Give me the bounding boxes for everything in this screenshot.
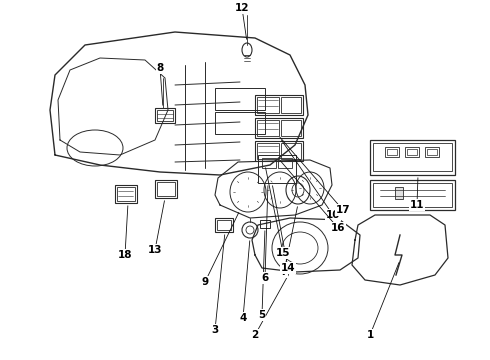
- Text: 16: 16: [331, 223, 345, 233]
- Text: 5: 5: [258, 310, 266, 320]
- Bar: [255, 95, 303, 115]
- Bar: [407, 149, 417, 155]
- Bar: [281, 143, 301, 159]
- Bar: [155, 108, 175, 123]
- Text: 4: 4: [239, 313, 246, 323]
- Text: 12: 12: [235, 3, 249, 13]
- Bar: [257, 97, 279, 113]
- Bar: [157, 182, 175, 196]
- Bar: [257, 120, 279, 136]
- Bar: [215, 112, 265, 134]
- Bar: [387, 149, 397, 155]
- Bar: [385, 147, 399, 157]
- Bar: [262, 158, 276, 168]
- Bar: [155, 180, 177, 198]
- Text: 7: 7: [280, 267, 288, 277]
- Bar: [370, 140, 455, 175]
- Bar: [258, 155, 296, 183]
- Bar: [405, 147, 419, 157]
- Text: 15: 15: [276, 248, 290, 258]
- Text: 8: 8: [156, 63, 164, 73]
- Text: 3: 3: [211, 325, 219, 335]
- Bar: [117, 187, 135, 201]
- Bar: [115, 185, 137, 203]
- Text: 17: 17: [336, 205, 350, 215]
- Bar: [255, 118, 303, 138]
- Text: 14: 14: [281, 263, 295, 273]
- Text: 18: 18: [118, 250, 132, 260]
- Text: 6: 6: [261, 273, 269, 283]
- Bar: [260, 220, 270, 228]
- Bar: [427, 149, 437, 155]
- Bar: [425, 147, 439, 157]
- Bar: [217, 220, 231, 230]
- Text: 9: 9: [201, 277, 209, 287]
- Text: 2: 2: [251, 330, 259, 340]
- Text: 13: 13: [148, 245, 162, 255]
- Bar: [373, 183, 452, 207]
- Bar: [395, 187, 403, 199]
- Text: 10: 10: [326, 210, 340, 220]
- Text: 1: 1: [367, 330, 374, 340]
- Bar: [278, 158, 292, 168]
- Bar: [157, 110, 173, 121]
- Bar: [281, 97, 301, 113]
- Text: 11: 11: [410, 200, 424, 210]
- Bar: [373, 143, 452, 171]
- Bar: [255, 141, 303, 161]
- Bar: [215, 88, 265, 110]
- Bar: [215, 218, 233, 232]
- Bar: [281, 120, 301, 136]
- Bar: [370, 180, 455, 210]
- Bar: [257, 143, 279, 159]
